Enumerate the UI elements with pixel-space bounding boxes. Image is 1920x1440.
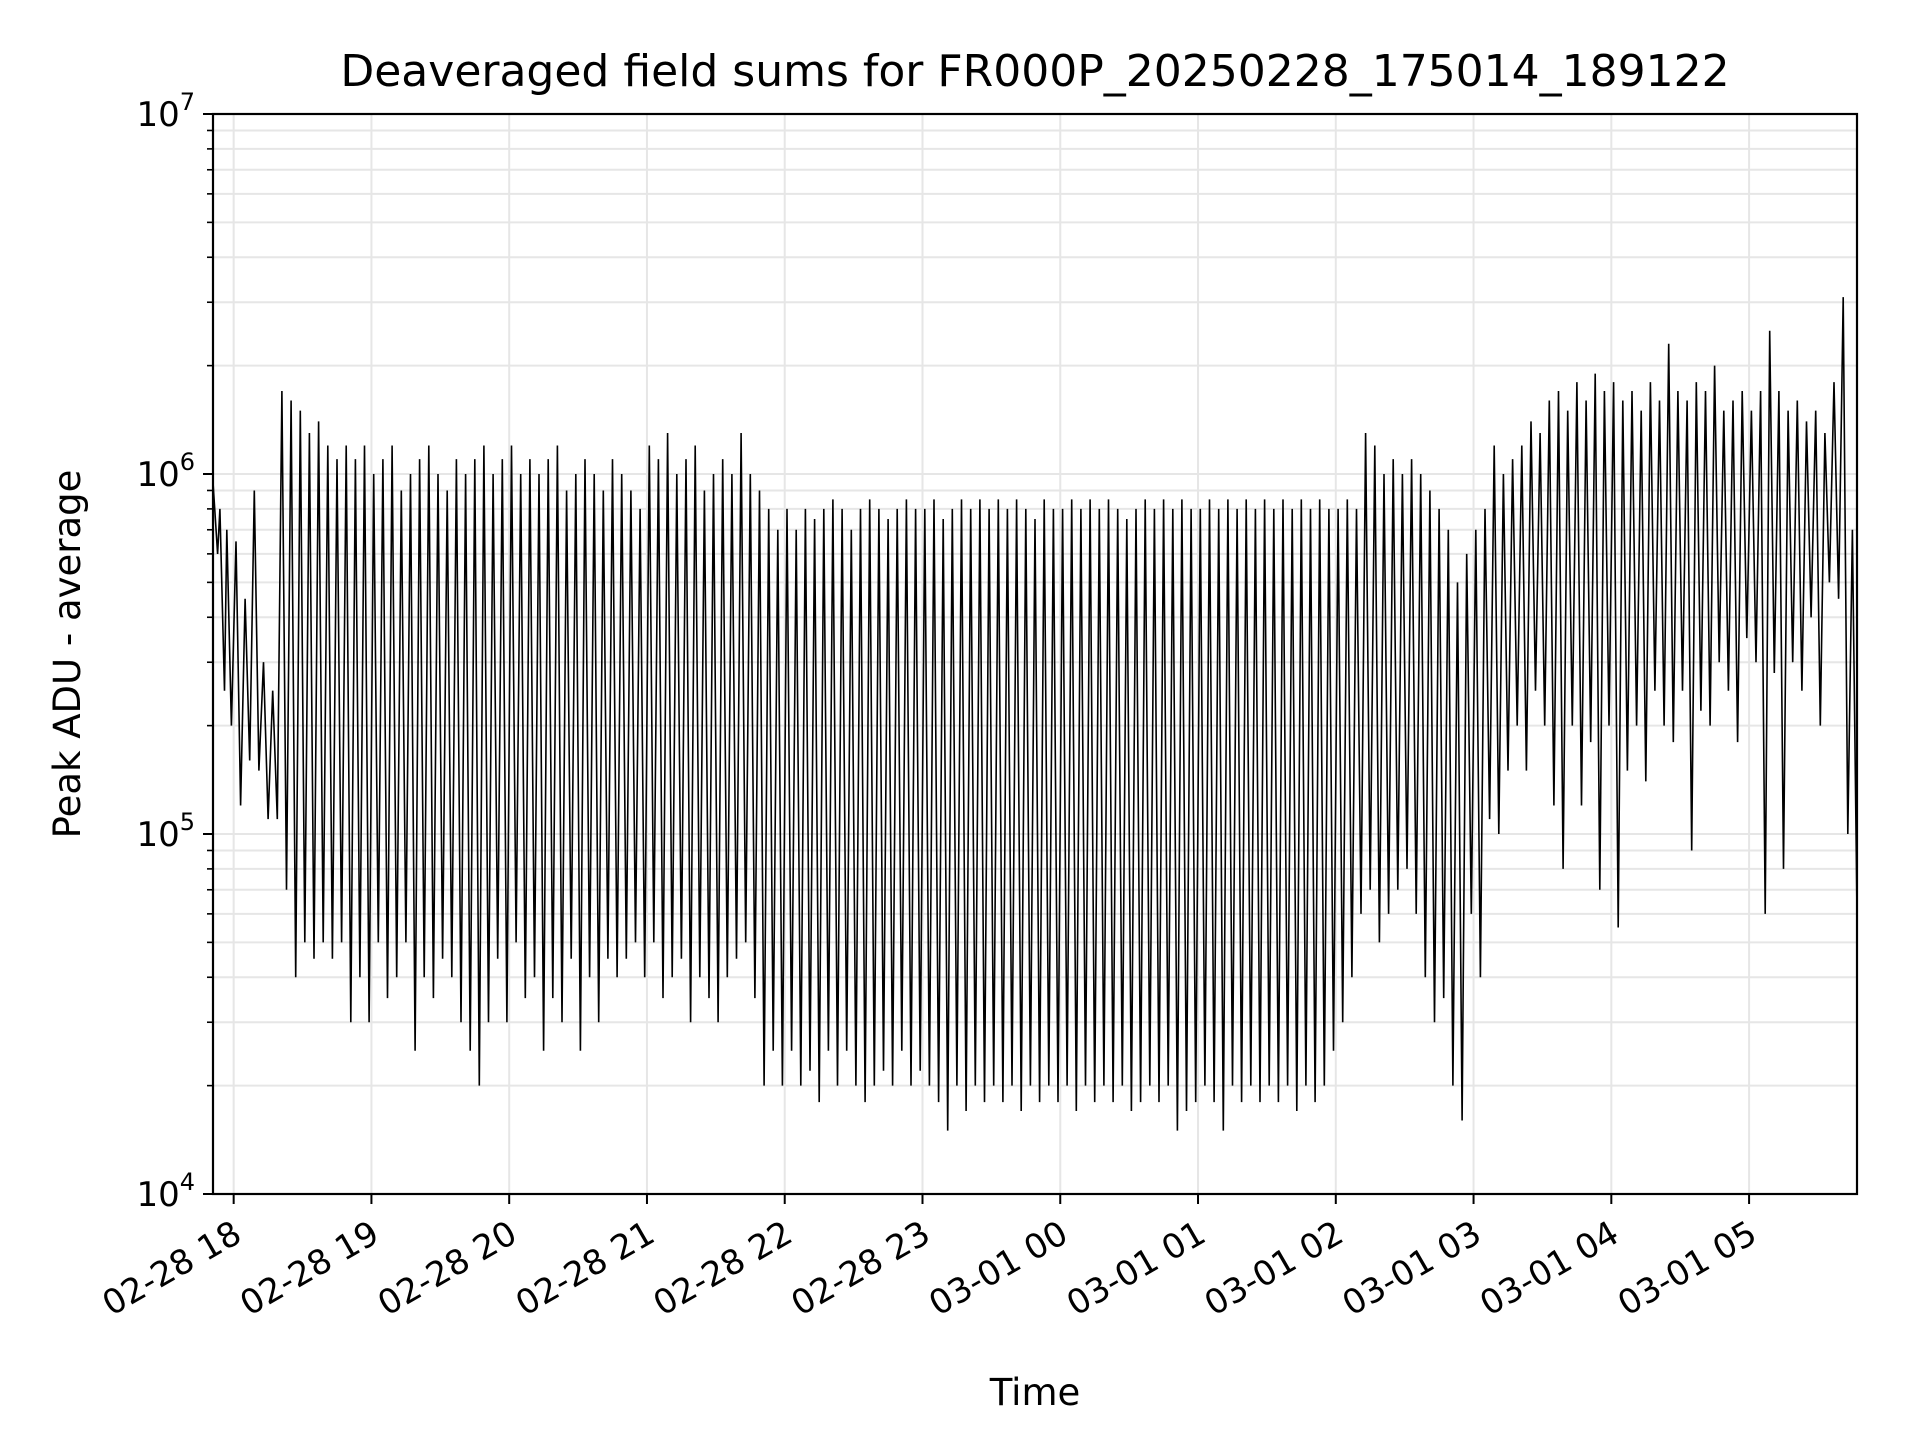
y-axis-label: Peak ADU - average [46,470,89,839]
series [212,297,1858,1131]
y-tick-label: 105 [136,808,195,855]
series-line [212,297,1858,1131]
plot-frame [211,112,1859,1196]
y-tick-label: 107 [136,88,195,135]
x-axis-label: Time [989,1371,1081,1414]
y-axis: 104 105 106 107 [136,88,213,1215]
y-tick-label: 106 [136,448,195,495]
y-tick-label: 104 [136,1168,195,1215]
chart-title: Deaveraged field sums for FR000P_2025022… [340,46,1729,97]
